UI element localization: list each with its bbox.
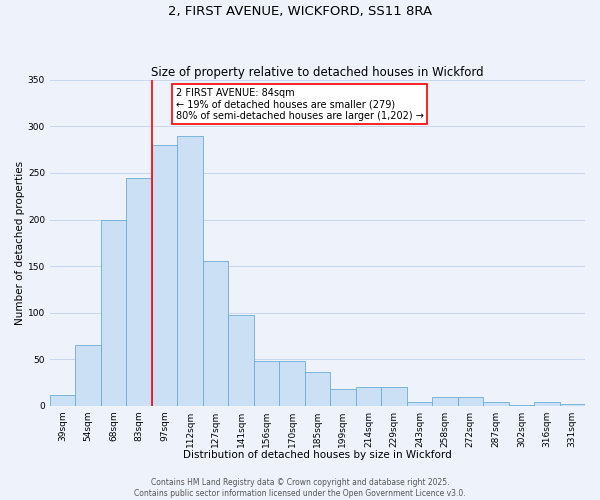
Bar <box>305 372 330 406</box>
Text: 2 FIRST AVENUE: 84sqm
← 19% of detached houses are smaller (279)
80% of semi-det: 2 FIRST AVENUE: 84sqm ← 19% of detached … <box>176 88 424 121</box>
Bar <box>483 402 509 406</box>
Bar <box>509 405 534 406</box>
Bar <box>356 388 381 406</box>
Y-axis label: Number of detached properties: Number of detached properties <box>15 161 25 325</box>
Bar <box>432 396 458 406</box>
Bar <box>560 404 585 406</box>
Bar <box>101 220 127 406</box>
Bar <box>152 145 177 406</box>
Bar <box>279 361 305 406</box>
Bar <box>228 314 254 406</box>
Bar <box>254 361 279 406</box>
Bar <box>330 389 356 406</box>
Title: Size of property relative to detached houses in Wickford: Size of property relative to detached ho… <box>151 66 484 78</box>
Bar <box>534 402 560 406</box>
Bar <box>177 136 203 406</box>
Bar <box>458 396 483 406</box>
X-axis label: Distribution of detached houses by size in Wickford: Distribution of detached houses by size … <box>183 450 452 460</box>
Bar <box>127 178 152 406</box>
Bar <box>76 346 101 406</box>
Bar <box>50 395 76 406</box>
Bar <box>407 402 432 406</box>
Text: 2, FIRST AVENUE, WICKFORD, SS11 8RA: 2, FIRST AVENUE, WICKFORD, SS11 8RA <box>168 5 432 18</box>
Bar <box>381 388 407 406</box>
Text: Contains HM Land Registry data © Crown copyright and database right 2025.
Contai: Contains HM Land Registry data © Crown c… <box>134 478 466 498</box>
Bar <box>203 262 228 406</box>
